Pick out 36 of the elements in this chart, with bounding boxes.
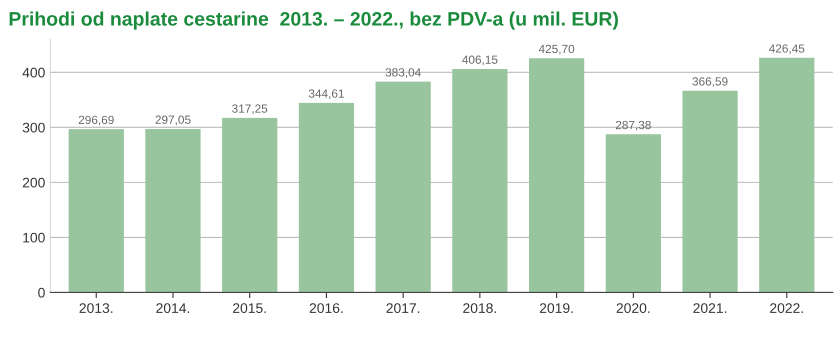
x-tick-label: 2021. (693, 303, 726, 314)
bar (222, 118, 278, 292)
bar (298, 102, 354, 292)
data-label: 287,38 (616, 120, 651, 131)
y-tick-label: 300 (22, 122, 45, 133)
x-tick-label: 2017. (386, 303, 420, 314)
bar (145, 128, 201, 292)
x-tick-label: 2016. (310, 303, 343, 314)
data-label: 425,70 (538, 44, 574, 54)
data-label: 317,25 (232, 104, 268, 114)
x-tick-label: 2018. (463, 303, 496, 314)
y-tick-label: 400 (22, 68, 45, 78)
data-label: 383,04 (386, 68, 421, 78)
data-label: 366,59 (692, 77, 728, 88)
x-tick-label: 2014. (156, 303, 190, 314)
x-tick-label: 2019. (540, 303, 573, 314)
bar (682, 90, 738, 292)
data-label: 426,45 (769, 44, 804, 54)
bar (606, 134, 661, 292)
bar (528, 58, 584, 292)
x-tick-label: 2022. (770, 303, 803, 314)
chart-title: Prihodi od naplate cestarine 2013. – 2022., bez PDV-a (u mil. EUR) (10, 11, 618, 30)
data-label: 296,69 (78, 116, 114, 126)
data-label: 297,05 (156, 116, 191, 126)
data-label: 406,15 (462, 55, 498, 66)
bar (68, 129, 124, 292)
bar (759, 58, 814, 292)
x-tick-label: 2015. (233, 303, 266, 314)
bar (452, 68, 508, 292)
bar (376, 82, 431, 292)
y-tick-label: 200 (22, 178, 45, 188)
x-tick-label: 2013. (80, 303, 112, 314)
data-label: 344,61 (308, 89, 344, 100)
y-tick-label: 0 (38, 288, 45, 298)
y-tick-label: 100 (23, 232, 45, 243)
x-tick-label: 2020. (616, 303, 650, 314)
